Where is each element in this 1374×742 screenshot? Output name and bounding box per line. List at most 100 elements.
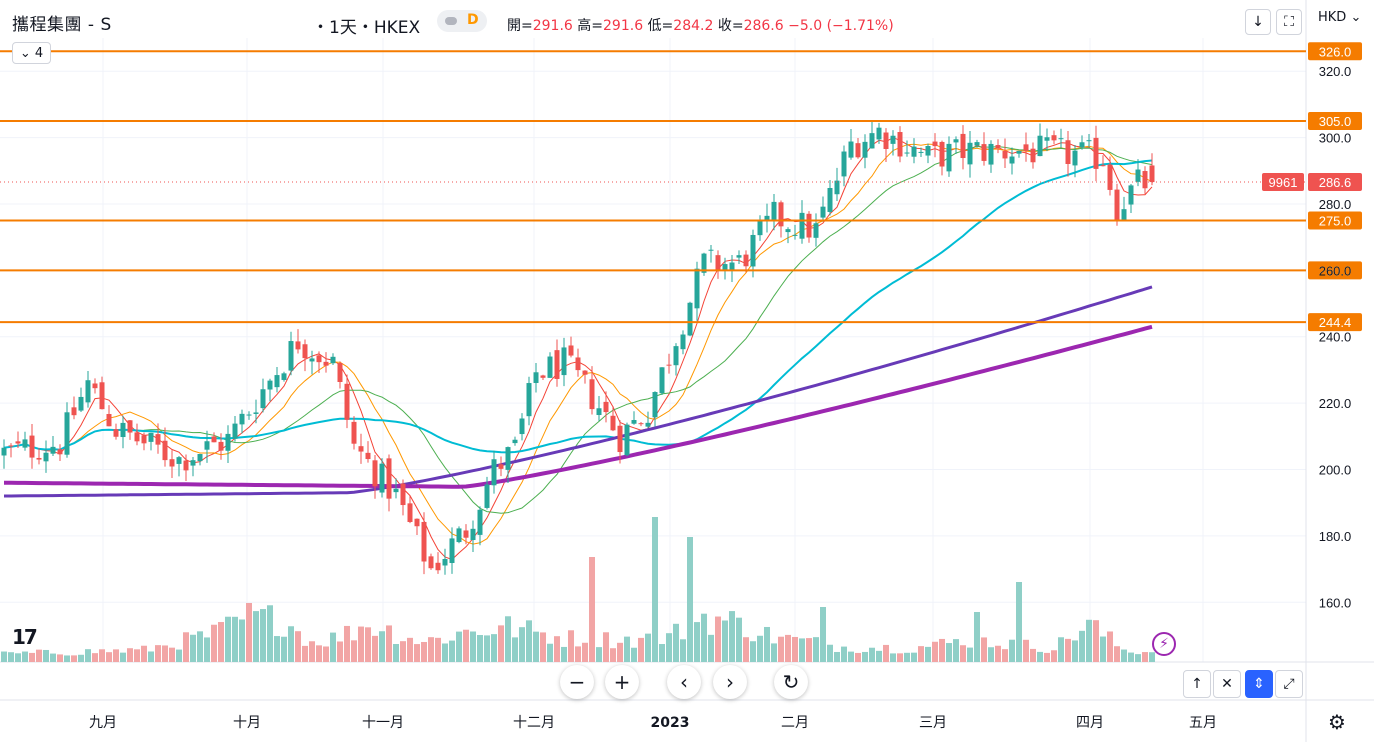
interval-exchange[interactable]: ・1天・HKEX — [312, 18, 421, 38]
symbol-code-box — [1262, 173, 1304, 192]
candle-body — [134, 432, 140, 442]
candle-body — [1093, 137, 1099, 169]
candle-body — [330, 356, 336, 364]
candle-body — [820, 206, 826, 218]
time-axis-label: 十月 — [233, 715, 261, 731]
candle-body — [1086, 140, 1092, 142]
candle-body — [295, 341, 301, 350]
volume-bar — [78, 654, 84, 662]
lightning-icon[interactable]: ⚡ — [1152, 632, 1176, 656]
candle-body — [1009, 156, 1015, 164]
volume-bar — [764, 626, 770, 662]
volume-bar — [757, 635, 763, 662]
gear-icon[interactable]: ⚙ — [1328, 710, 1346, 734]
candle-body — [568, 345, 574, 356]
symbol-title[interactable]: 攜程集團 - S — [12, 14, 112, 35]
candle-body — [715, 255, 721, 271]
candle-body — [603, 401, 609, 413]
download-button[interactable]: ↓ — [1245, 9, 1271, 35]
candle-body — [50, 446, 56, 454]
current-price-label: 286.6 — [1319, 175, 1352, 190]
pill-dot-icon — [445, 17, 457, 25]
candle-body — [169, 459, 175, 467]
change-value: −5.0 (−1.71%) — [788, 18, 894, 34]
chart-type-pill[interactable]: D — [437, 10, 487, 32]
scroll-right-button[interactable]: › — [713, 665, 747, 699]
volume-bar — [113, 649, 119, 662]
level-label-box — [1308, 313, 1362, 332]
candle-body — [547, 356, 553, 378]
zoom-in-button[interactable]: + — [605, 665, 639, 699]
candle-body — [491, 459, 497, 486]
candle-body — [477, 509, 483, 535]
volume-bar — [295, 631, 301, 662]
candle-body — [92, 383, 98, 389]
volume-bar — [911, 652, 917, 662]
volume-bar — [820, 607, 826, 662]
indicators-collapse-button[interactable]: ⌄ 4 — [12, 42, 51, 64]
fit-screen-button[interactable]: ⤢ — [1275, 670, 1303, 698]
close-button[interactable]: ✕ — [1213, 670, 1241, 698]
volume-bar — [1058, 637, 1064, 662]
volume-bar — [162, 645, 168, 662]
reset-chart-button[interactable]: ↻ — [774, 665, 808, 699]
volume-bar — [330, 632, 336, 662]
volume-bar — [99, 649, 105, 662]
volume-bar — [974, 612, 980, 662]
volume-bar — [232, 616, 238, 662]
volume-bar — [22, 651, 28, 662]
volume-bar — [841, 646, 847, 662]
candle-body — [589, 379, 595, 410]
volume-bar — [806, 638, 812, 662]
moving-average-lines — [3, 136, 1153, 561]
ma200-line — [4, 324, 1153, 489]
candle-body — [785, 229, 791, 233]
auto-scale-button[interactable]: ⇕ — [1245, 670, 1273, 698]
volume-bar — [645, 633, 651, 662]
candle-body — [1044, 137, 1050, 141]
candle-body — [512, 439, 518, 444]
fullscreen-button[interactable]: ⛶ — [1276, 9, 1302, 35]
candle-body — [904, 152, 910, 154]
zoom-out-button[interactable]: − — [560, 665, 594, 699]
volume-bar — [120, 652, 126, 662]
candle-body — [953, 139, 959, 143]
price-tick-label: 320.0 — [1319, 64, 1352, 79]
level-label: 275.0 — [1319, 214, 1352, 229]
volume-bar — [470, 631, 476, 662]
time-axis-label: 三月 — [919, 715, 947, 731]
volume-bar — [862, 651, 868, 662]
candle-body — [596, 408, 602, 416]
candle-body — [659, 367, 665, 394]
volume-bar — [190, 634, 196, 662]
volume-bar — [918, 646, 924, 662]
volume-bar — [687, 537, 693, 662]
volume-bar — [778, 636, 784, 662]
candle-body — [36, 457, 42, 460]
currency-selector[interactable]: HKD ⌄ — [1318, 10, 1361, 25]
time-axis-label: 五月 — [1189, 715, 1217, 731]
volume-bar — [85, 649, 91, 662]
scroll-left-button[interactable]: ‹ — [667, 665, 701, 699]
candle-body — [729, 262, 735, 271]
volume-bar — [1044, 652, 1050, 662]
legend-header: 攜程集團 - S — [12, 8, 112, 36]
volume-bar — [421, 641, 427, 662]
candle-body — [218, 441, 224, 451]
log-scale-button[interactable]: ↑ — [1183, 670, 1211, 698]
volume-bar — [477, 635, 483, 662]
volume-bar — [337, 641, 343, 662]
candle-body — [365, 452, 371, 460]
volume-bar — [722, 620, 728, 662]
candle-body — [722, 264, 728, 271]
candle-body — [1100, 165, 1106, 167]
volume-bar — [596, 647, 602, 662]
level-label: 326.0 — [1319, 44, 1352, 59]
candle-body — [316, 355, 322, 363]
candle-body — [1, 447, 7, 456]
high-value: 291.6 — [603, 18, 644, 34]
candle-body — [421, 521, 427, 562]
candle-body — [876, 127, 882, 140]
volume-bar — [260, 609, 266, 662]
